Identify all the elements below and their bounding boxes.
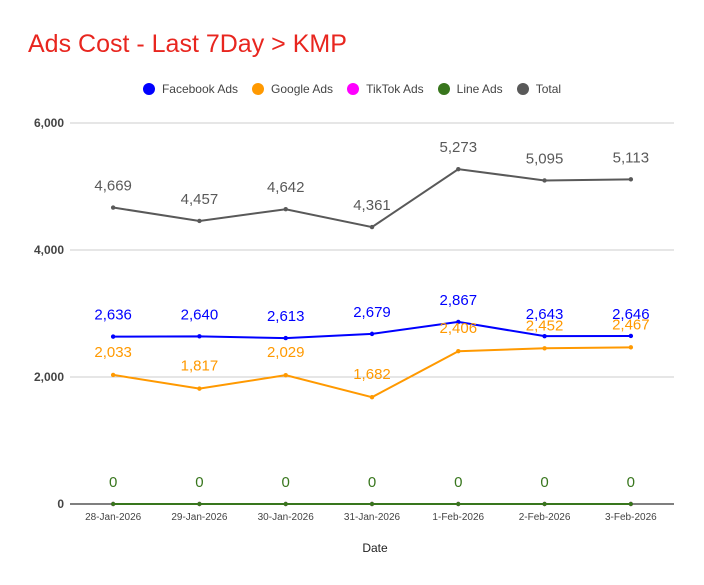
data-label-facebook-ads: 2,643	[526, 306, 564, 323]
data-label-line-ads: 0	[282, 474, 290, 491]
data-label-total: 4,669	[94, 178, 132, 195]
data-label-facebook-ads: 2,613	[267, 308, 305, 325]
data-point-line-ads	[283, 501, 288, 507]
data-point-total	[110, 205, 116, 210]
data-point-total	[197, 218, 202, 224]
data-point-facebook-ads	[369, 331, 375, 337]
y-tick-label: 0	[57, 497, 64, 511]
x-tick-label: 29-Jan-2026	[171, 512, 228, 523]
legend-swatch-google-ads	[252, 83, 265, 95]
data-label-total: 4,361	[353, 197, 391, 214]
x-tick-label: 30-Jan-2026	[258, 512, 315, 523]
data-point-total	[283, 207, 288, 212]
legend-label-facebook-ads: Facebook Ads	[161, 82, 239, 96]
data-point-google-ads	[369, 394, 375, 400]
legend-item-facebook-ads[interactable]: Facebook Ads	[142, 82, 239, 96]
x-tick-label: 28-Jan-2026	[85, 512, 142, 523]
legend-swatch-total	[516, 83, 529, 95]
data-point-facebook-ads	[110, 334, 116, 339]
data-label-line-ads: 0	[109, 474, 117, 491]
data-point-google-ads	[197, 386, 202, 391]
data-point-line-ads	[628, 501, 634, 507]
legend: Facebook Ads Google Ads TikTok Ads Line Ads…	[0, 78, 704, 100]
data-label-google-ads: 1,682	[353, 366, 391, 383]
y-tick-label: 4,000	[34, 243, 64, 257]
data-point-facebook-ads	[628, 333, 634, 339]
legend-label-tiktok-ads: TikTok Ads	[366, 82, 424, 96]
data-point-line-ads	[369, 501, 375, 507]
chart-title: Ads Cost - Last 7Day > KMP	[28, 30, 347, 58]
y-tick-label: 2,000	[34, 370, 64, 384]
data-point-total	[456, 166, 461, 172]
data-label-total: 4,642	[267, 179, 305, 196]
legend-item-line-ads[interactable]: Line Ads	[437, 82, 503, 96]
data-label-google-ads: 2,467	[612, 316, 650, 333]
data-point-line-ads	[542, 501, 547, 507]
data-label-google-ads: 2,033	[94, 344, 132, 361]
data-point-line-ads	[456, 501, 461, 507]
data-point-google-ads	[542, 346, 547, 351]
data-label-facebook-ads: 2,679	[353, 304, 391, 321]
data-point-facebook-ads	[283, 335, 288, 341]
data-label-google-ads: 1,817	[181, 358, 219, 375]
data-point-facebook-ads	[456, 319, 461, 325]
data-point-google-ads	[456, 349, 461, 354]
legend-item-google-ads[interactable]: Google Ads	[252, 82, 333, 96]
data-label-facebook-ads: 2,646	[612, 306, 650, 323]
data-point-facebook-ads	[197, 334, 202, 339]
data-label-line-ads: 0	[368, 474, 376, 491]
data-label-total: 4,457	[181, 191, 219, 208]
data-point-facebook-ads	[542, 333, 547, 339]
x-tick-label: 2-Feb-2026	[519, 512, 571, 523]
legend-item-tiktok-ads[interactable]: TikTok Ads	[347, 82, 424, 96]
data-label-facebook-ads: 2,867	[440, 292, 478, 309]
data-point-google-ads	[628, 345, 634, 350]
data-label-line-ads: 0	[627, 474, 635, 491]
legend-item-total[interactable]: Total	[516, 82, 562, 96]
legend-swatch-line-ads	[437, 83, 450, 95]
data-label-total: 5,113	[613, 149, 649, 166]
y-tick-label: 6,000	[34, 116, 64, 130]
data-point-google-ads	[283, 372, 288, 378]
data-label-total: 5,273	[440, 139, 478, 156]
legend-swatch-facebook-ads	[142, 83, 155, 95]
data-point-total	[628, 177, 634, 182]
legend-label-line-ads: Line Ads	[456, 82, 503, 96]
data-label-total: 5,095	[526, 150, 564, 167]
x-tick-label: 3-Feb-2026	[605, 512, 657, 523]
legend-swatch-tiktok-ads	[347, 83, 360, 95]
data-label-line-ads: 0	[195, 474, 203, 491]
data-label-google-ads: 2,029	[267, 344, 305, 361]
x-axis-title: Date	[362, 541, 388, 555]
x-tick-label: 1-Feb-2026	[432, 512, 484, 523]
data-point-total	[542, 178, 547, 183]
data-point-google-ads	[110, 372, 116, 378]
data-label-line-ads: 0	[454, 474, 462, 491]
data-label-facebook-ads: 2,640	[181, 306, 219, 323]
data-label-google-ads: 2,406	[440, 320, 478, 337]
legend-label-total: Total	[535, 82, 562, 96]
x-tick-label: 31-Jan-2026	[344, 512, 401, 523]
data-label-google-ads: 2,452	[526, 317, 564, 334]
data-point-line-ads	[110, 501, 116, 507]
legend-label-google-ads: Google Ads	[271, 82, 334, 96]
data-label-line-ads: 0	[540, 474, 548, 491]
data-point-line-ads	[197, 501, 202, 507]
data-point-total	[369, 224, 375, 230]
data-label-facebook-ads: 2,636	[94, 307, 132, 324]
